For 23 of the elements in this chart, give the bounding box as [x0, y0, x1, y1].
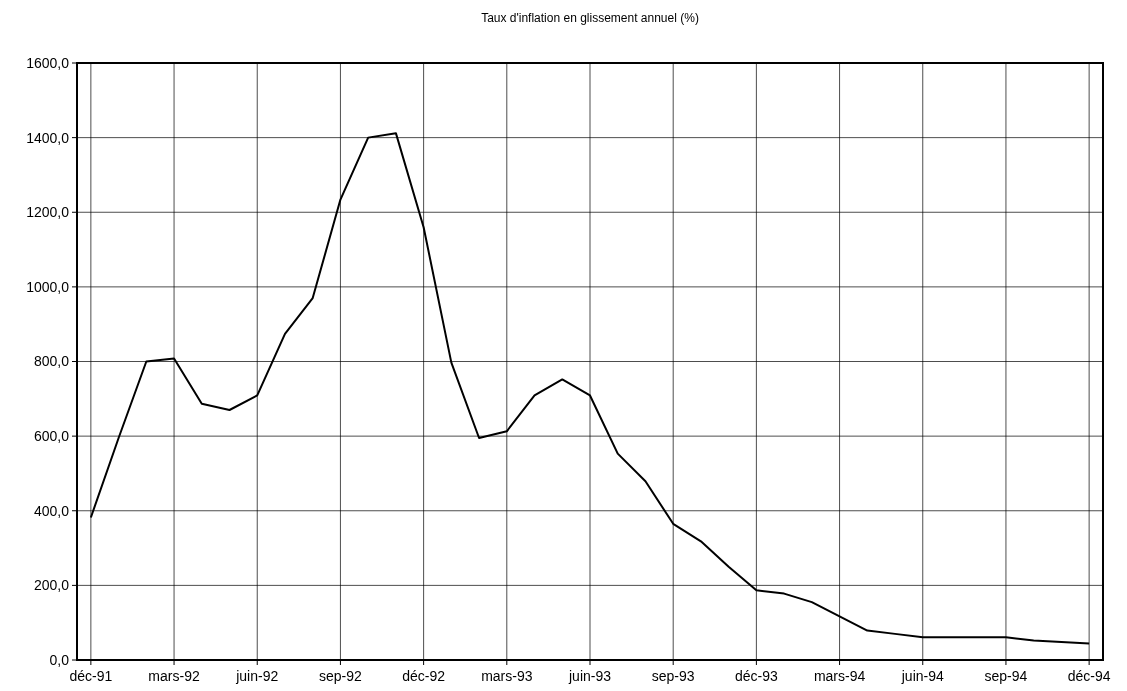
y-tick-label: 1200,0 [26, 204, 70, 221]
y-tick-label: 0,0 [49, 651, 70, 668]
chart-title: Taux d'inflation en glissement annuel (%) [481, 11, 699, 25]
x-tick-label: mars-93 [481, 668, 533, 684]
x-tick-label: mars-92 [148, 668, 200, 684]
x-tick-label: mars-94 [813, 668, 866, 684]
y-tick-label: 800,0 [33, 353, 70, 370]
y-tick-label: 1000,0 [26, 278, 70, 295]
x-tick-label: juin-94 [900, 668, 944, 684]
y-tick-label: 1600,0 [26, 54, 70, 71]
x-tick-label: déc-92 [402, 668, 446, 684]
x-tick-label: déc-94 [1067, 668, 1111, 684]
y-tick-label: 400,0 [33, 502, 70, 519]
y-tick-label: 200,0 [33, 577, 70, 594]
x-tick-label: juin-93 [567, 668, 612, 684]
x-tick-label: déc-91 [69, 668, 113, 684]
x-tick-label: sep-92 [319, 668, 363, 684]
y-tick-label: 600,0 [33, 428, 70, 445]
x-tick-label: déc-93 [734, 668, 778, 684]
x-tick-label: sep-94 [984, 668, 1028, 684]
x-tick-label: sep-93 [651, 668, 695, 684]
y-tick-label: 1400,0 [26, 129, 70, 146]
x-tick-label: juin-92 [235, 668, 279, 684]
